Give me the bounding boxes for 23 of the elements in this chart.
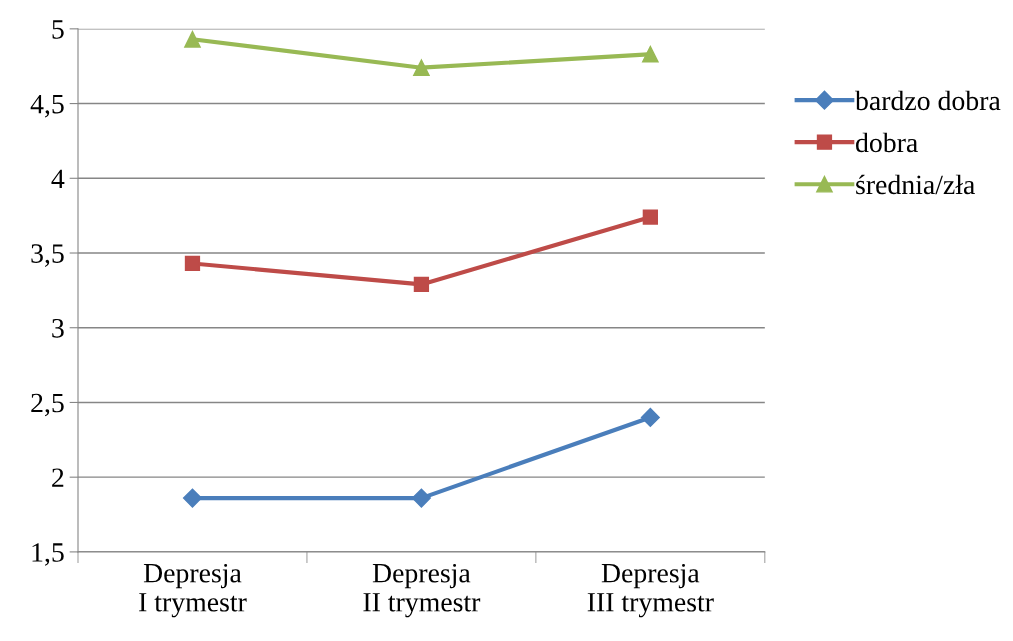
legend-label: bardzo dobra	[855, 90, 1001, 111]
y-tick-label: 4	[51, 169, 65, 188]
point	[640, 407, 660, 427]
y-tick-label: 2,5	[31, 393, 64, 417]
y-tick-label: 2	[52, 468, 64, 487]
legend-label: średnia/zła	[856, 174, 975, 195]
point	[411, 488, 431, 508]
y-tick-label: 5	[52, 20, 64, 39]
x-tick-label: Depresja III trymestr	[587, 563, 714, 618]
point	[642, 209, 658, 225]
point	[184, 255, 201, 272]
y-tick-label: 3,5	[31, 244, 64, 267]
point	[413, 276, 430, 293]
y-tick-label: 4,5	[30, 94, 64, 118]
point	[413, 59, 430, 77]
y-tick-label: 3	[52, 318, 64, 338]
point	[642, 45, 659, 63]
legend-label: dobra	[856, 132, 918, 153]
point	[184, 30, 201, 48]
x-tick-label: Depresja II trymestr	[363, 563, 481, 618]
x-tick-label: Depresja I trymestr	[139, 563, 247, 618]
point	[182, 488, 203, 508]
y-tick-label: 1,5	[32, 543, 64, 566]
